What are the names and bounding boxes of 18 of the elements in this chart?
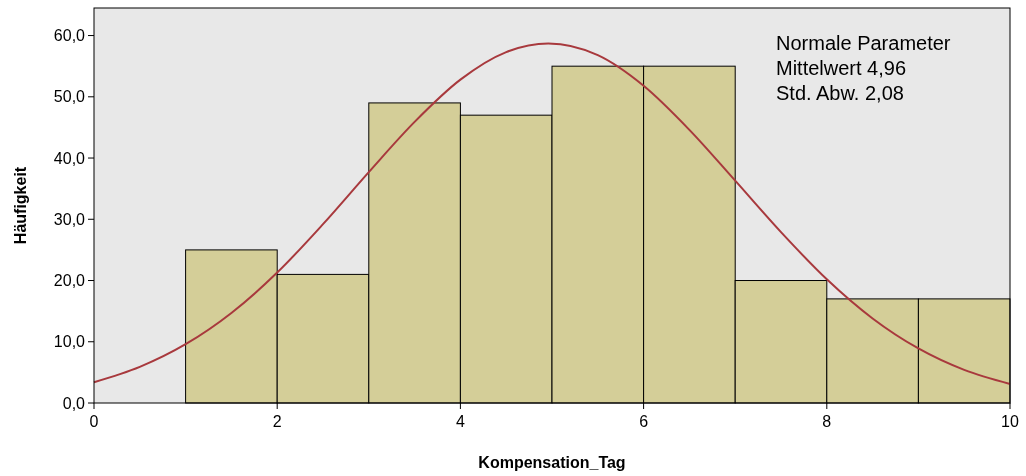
- x-tick-label: 6: [639, 413, 649, 430]
- y-tick-label: 60,0: [53, 27, 86, 45]
- x-axis-title: Kompensation_Tag: [478, 454, 626, 471]
- x-tick-label: 0: [89, 413, 99, 430]
- y-tick-label: 0,0: [62, 394, 86, 412]
- annotation: Normale Parameter: [776, 32, 951, 54]
- x-tick-label: 10: [1001, 413, 1019, 430]
- annotation: Std. Abw. 2,08: [776, 82, 904, 104]
- y-tick-label: 40,0: [53, 149, 86, 167]
- y-tick-label: 50,0: [53, 88, 86, 106]
- x-tick-label: 4: [455, 413, 465, 430]
- y-tick-label: 30,0: [53, 210, 86, 228]
- y-tick-label: 20,0: [53, 272, 86, 290]
- y-axis-title: Häufigkeit: [12, 166, 29, 245]
- x-tick-label: 2: [272, 413, 282, 430]
- y-tick-label: 10,0: [53, 333, 86, 351]
- x-tick-label: 8: [822, 413, 832, 430]
- annotation: Mittelwert 4,96: [776, 57, 907, 79]
